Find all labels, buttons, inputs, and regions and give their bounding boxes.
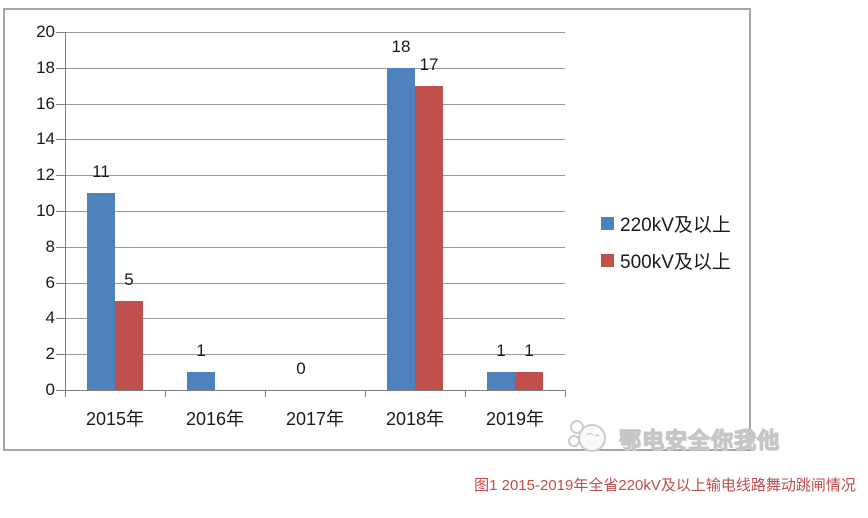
y-axis-tick (56, 211, 65, 212)
y-axis-tick-label: 20 (36, 22, 55, 41)
y-axis-line (65, 32, 66, 390)
legend-label: 220kV及以上 (620, 214, 731, 236)
x-axis-line (65, 390, 566, 391)
x-axis-tick (565, 390, 566, 397)
bar-220kV及以上-2018年 (387, 67, 415, 390)
y-axis-tick (56, 32, 65, 33)
x-axis-tick (265, 390, 266, 397)
bar-500kV及以上-2018年 (415, 85, 443, 390)
gridline (65, 211, 565, 212)
gridline (65, 139, 565, 141)
gridline (65, 282, 565, 284)
bar-value-label: 1 (496, 341, 506, 361)
y-axis-tick (56, 246, 65, 248)
y-axis-tick (56, 318, 65, 320)
x-axis-tick-label: 2016年 (185, 409, 245, 429)
y-axis-tick (56, 175, 65, 177)
bar-500kV及以上-2019年 (515, 372, 543, 390)
bar-value-label: 17 (419, 54, 439, 74)
y-axis-tick-label: 0 (45, 380, 55, 399)
x-axis-tick (365, 390, 366, 397)
legend-item: 500kV及以上 (601, 250, 731, 273)
y-axis-tick (56, 354, 65, 356)
y-axis-tick-label: 18 (36, 57, 55, 77)
watermark-text: 鄂电安全你我他 (618, 427, 781, 453)
bar-220kV及以上-2016年 (187, 372, 215, 390)
bar-value-label: 18 (391, 36, 411, 56)
legend: 220kV及以上 500kV及以上 (601, 213, 731, 287)
legend-swatch-icon (601, 216, 614, 230)
y-axis-tick (56, 282, 65, 284)
x-axis-tick-label: 2019年 (485, 409, 545, 429)
y-axis-tick-label: 14 (36, 129, 55, 149)
x-axis-tick (465, 390, 466, 397)
x-axis-tick (165, 390, 166, 397)
y-axis-tick-label: 4 (45, 308, 55, 328)
y-axis-tick-label: 12 (36, 165, 55, 185)
bar-220kV及以上-2019年 (487, 372, 515, 390)
bar-value-label: 11 (92, 162, 110, 182)
legend-label: 500kV及以上 (620, 251, 731, 273)
figure-caption: 图1 2015-2019年全省220kV及以上输电线路舞动跳闸情况 (474, 477, 856, 494)
watermark: 鄂电安全你我他 (565, 415, 780, 462)
gridline (65, 354, 565, 356)
y-axis-tick (56, 139, 65, 141)
y-axis-tick (56, 67, 65, 69)
bar-220kV及以上-2015年 (87, 193, 115, 390)
y-axis-tick-label: 10 (36, 201, 55, 220)
y-axis-tick-label: 6 (45, 272, 55, 292)
bar-value-label: 1 (196, 341, 206, 361)
bar-value-label: 5 (124, 269, 134, 289)
y-axis-tick-label: 8 (45, 236, 55, 256)
legend-swatch-icon (601, 253, 614, 267)
gridline (65, 32, 565, 33)
y-axis-tick (56, 390, 65, 391)
x-axis-tick (65, 390, 66, 397)
chart-frame: 0 2 4 6 8 10 12 14 16 18 20 2015年 2016年 2017年 2018年 201… (3, 8, 780, 453)
gridline (65, 67, 565, 69)
bar-500kV及以上-2015年 (115, 300, 143, 390)
y-axis-tick (56, 103, 65, 105)
bar-value-label: 0 (296, 359, 306, 378)
gridline (65, 246, 565, 248)
legend-item: 220kV及以上 (601, 213, 731, 236)
bar-value-label: 1 (524, 341, 534, 361)
gridline (65, 318, 565, 320)
y-axis-tick-label: 16 (36, 93, 55, 113)
x-axis-tick-label: 2015年 (85, 409, 145, 429)
x-axis-tick-label: 2018年 (385, 409, 445, 429)
gridline (65, 175, 565, 177)
mascot-face-icon (565, 415, 613, 462)
y-axis-tick-label: 2 (45, 344, 55, 364)
x-axis-tick-label: 2017年 (285, 409, 345, 429)
gridline (65, 103, 565, 105)
